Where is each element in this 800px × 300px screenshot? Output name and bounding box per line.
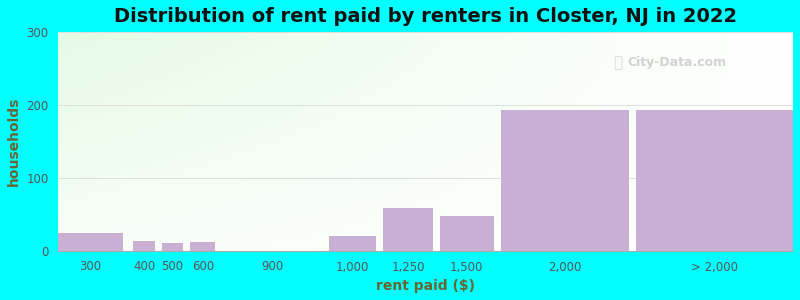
Text: City-Data.com: City-Data.com	[628, 56, 727, 69]
Bar	[58, 232, 122, 251]
Y-axis label: households: households	[7, 97, 21, 186]
Title: Distribution of rent paid by renters in Closter, NJ in 2022: Distribution of rent paid by renters in …	[114, 7, 738, 26]
Bar	[190, 242, 215, 251]
Bar	[440, 217, 494, 251]
Text: ⓘ: ⓘ	[613, 55, 622, 70]
Bar	[162, 244, 183, 251]
Bar	[636, 110, 793, 251]
Bar	[134, 241, 154, 251]
X-axis label: rent paid ($): rent paid ($)	[376, 279, 475, 293]
Bar	[383, 208, 433, 251]
Bar	[501, 110, 629, 251]
Bar	[330, 236, 376, 251]
